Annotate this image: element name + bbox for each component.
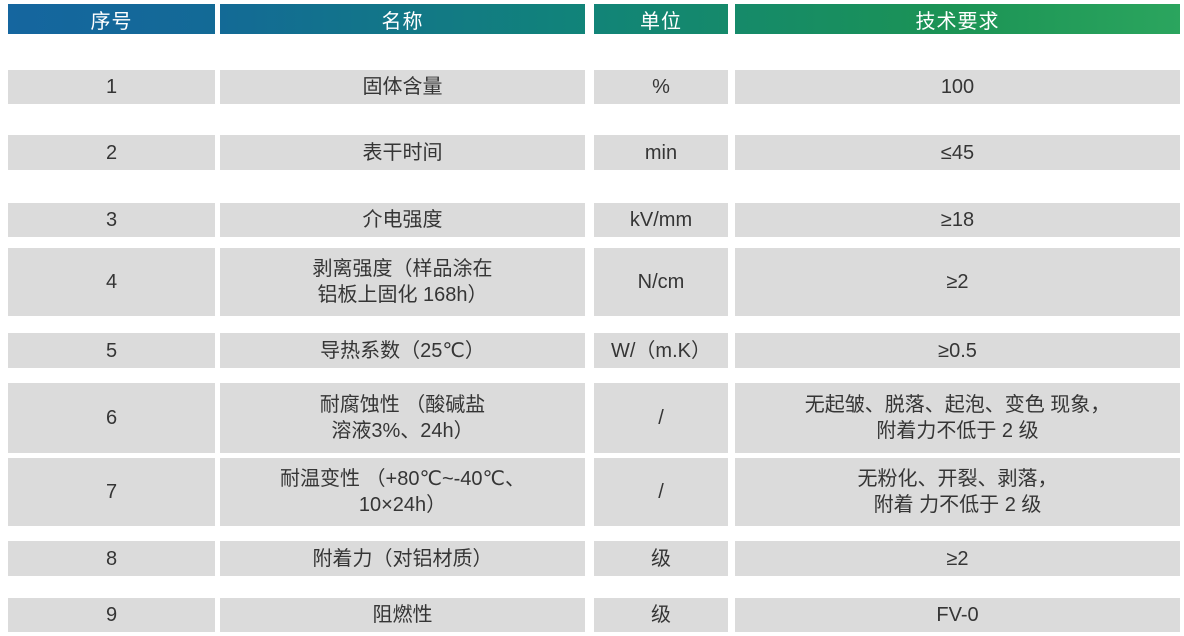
column-gap (728, 248, 735, 316)
table-row: 3 介电强度 kV/mm ≥18 (8, 203, 1180, 237)
column-gap (728, 135, 735, 170)
column-gap (585, 248, 594, 316)
table-row: 8 附着力（对铝材质） 级 ≥2 (8, 541, 1180, 576)
column-gap (728, 203, 735, 237)
column-header-requirement: 技术要求 (915, 10, 1000, 33)
column-gap (585, 383, 594, 453)
cell-no: 9 (8, 598, 215, 632)
column-header-name: 名称 (381, 10, 424, 33)
cell-unit: / (594, 458, 728, 526)
column-gap (585, 4, 594, 34)
cell-name: 耐腐蚀性 （酸碱盐 溶液3%、24h） (220, 383, 585, 453)
table-row: 1 固体含量 % 100 (8, 70, 1180, 104)
cell-requirement: ≥2 (735, 541, 1180, 576)
cell-unit: / (594, 383, 728, 453)
cell-requirement: ≥2 (735, 248, 1180, 316)
cell-no: 5 (8, 333, 215, 368)
cell-name: 固体含量 (220, 70, 585, 104)
column-gap (585, 333, 594, 368)
cell-unit: % (594, 70, 728, 104)
cell-requirement: 无起皱、脱落、起泡、变色 现象， 附着力不低于 2 级 (735, 383, 1180, 453)
cell-requirement: 100 (735, 70, 1180, 104)
column-gap (728, 383, 735, 453)
cell-no: 4 (8, 248, 215, 316)
cell-name: 表干时间 (220, 135, 585, 170)
cell-unit: 级 (594, 541, 728, 576)
cell-requirement: ≥0.5 (735, 333, 1180, 368)
cell-no: 7 (8, 458, 215, 526)
cell-no: 1 (8, 70, 215, 104)
column-gap (728, 70, 735, 104)
column-gap (585, 541, 594, 576)
column-gap (728, 458, 735, 526)
cell-no: 8 (8, 541, 215, 576)
table-row: 2 表干时间 min ≤45 (8, 135, 1180, 170)
table-header-row: 序号 名称 单位 技术要求 (8, 4, 1180, 34)
cell-unit: W/（m.K） (594, 333, 728, 368)
cell-unit: min (594, 135, 728, 170)
column-gap (585, 598, 594, 632)
cell-requirement: ≥18 (735, 203, 1180, 237)
cell-no: 3 (8, 203, 215, 237)
table-row: 5 导热系数（25℃） W/（m.K） ≥0.5 (8, 333, 1180, 368)
cell-requirement: 无粉化、开裂、剥落， 附着 力不低于 2 级 (735, 458, 1180, 526)
cell-name: 剥离强度（样品涂在 铝板上固化 168h） (220, 248, 585, 316)
cell-name: 介电强度 (220, 203, 585, 237)
cell-unit: N/cm (594, 248, 728, 316)
cell-name: 附着力（对铝材质） (220, 541, 585, 576)
column-gap (728, 541, 735, 576)
table-row: 6 耐腐蚀性 （酸碱盐 溶液3%、24h） / 无起皱、脱落、起泡、变色 现象，… (8, 383, 1180, 453)
column-gap (585, 135, 594, 170)
column-gap (585, 458, 594, 526)
table-row: 9 阻燃性 级 FV-0 (8, 598, 1180, 632)
column-header-unit: 单位 (640, 10, 682, 33)
table-row: 7 耐温变性 （+80℃~-40℃、 10×24h） / 无粉化、开裂、剥落， … (8, 458, 1180, 526)
cell-name: 阻燃性 (220, 598, 585, 632)
cell-name: 耐温变性 （+80℃~-40℃、 10×24h） (220, 458, 585, 526)
column-gap (585, 203, 594, 237)
column-gap (728, 4, 735, 34)
column-gap (728, 333, 735, 368)
cell-unit: 级 (594, 598, 728, 632)
column-gap (728, 598, 735, 632)
column-header-no: 序号 (90, 10, 133, 33)
column-gap (215, 4, 220, 34)
column-gap (585, 70, 594, 104)
cell-unit: kV/mm (594, 203, 728, 237)
cell-no: 2 (8, 135, 215, 170)
cell-name: 导热系数（25℃） (220, 333, 585, 368)
cell-requirement: FV-0 (735, 598, 1180, 632)
cell-no: 6 (8, 383, 215, 453)
cell-requirement: ≤45 (735, 135, 1180, 170)
table-row: 4 剥离强度（样品涂在 铝板上固化 168h） N/cm ≥2 (8, 248, 1180, 316)
